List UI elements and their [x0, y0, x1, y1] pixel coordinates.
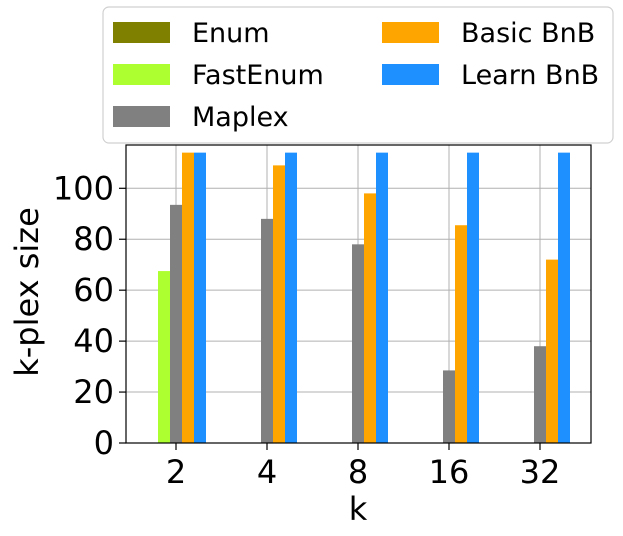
bar-maplex-4 [261, 218, 273, 443]
x-tick-label: 8 [348, 453, 368, 491]
bar-learn-bnb-2 [194, 152, 206, 443]
legend-label-enum: Enum [192, 18, 270, 49]
bar-maplex-2 [170, 204, 182, 443]
bar-basic-bnb-4 [273, 165, 285, 443]
legend-swatch-learn-bnb [382, 64, 439, 85]
y-tick-label: 40 [73, 322, 114, 360]
y-tick-label: 0 [94, 424, 114, 462]
y-tick-label: 60 [73, 271, 114, 309]
legend-swatch-maplex [113, 106, 170, 127]
y-tick-label: 20 [73, 373, 114, 411]
bar-learn-bnb-32 [558, 152, 570, 443]
x-tick-label: 2 [166, 453, 186, 491]
bar-maplex-16 [443, 370, 455, 443]
legend-swatch-fastenum [113, 64, 170, 85]
bar-basic-bnb-16 [455, 225, 467, 443]
axis-layer: 0 20 40 60 80 100 2 4 8 16 32 [53, 169, 560, 491]
bar-basic-bnb-32 [546, 259, 558, 443]
bar-layer [158, 152, 570, 443]
legend-label-learn-bnb: Learn BnB [461, 60, 599, 91]
y-tick-label: 80 [73, 220, 114, 258]
bar-basic-bnb-8 [364, 193, 376, 443]
bar-basic-bnb-2 [182, 152, 194, 443]
legend-label-fastenum: FastEnum [192, 60, 324, 91]
legend-frame [102, 6, 614, 144]
x-axis-label: k [349, 490, 368, 528]
legend-swatch-basic-bnb [382, 22, 439, 43]
bar-learn-bnb-4 [285, 152, 297, 443]
legend-label-maplex: Maplex [192, 102, 289, 133]
bar-maplex-8 [352, 244, 364, 443]
y-axis-label: k-plex size [8, 207, 46, 377]
bar-learn-bnb-16 [467, 152, 479, 443]
x-tick-label: 4 [257, 453, 277, 491]
bar-fastenum-2 [158, 271, 170, 443]
legend-swatch-enum [113, 22, 170, 43]
legend: Enum FastEnum Maplex Basic BnB Learn BnB [102, 6, 614, 144]
bar-maplex-32 [534, 346, 546, 443]
x-tick-label: 16 [429, 453, 470, 491]
x-tick-label: 32 [520, 453, 561, 491]
bar-learn-bnb-8 [376, 152, 388, 443]
legend-label-basic-bnb: Basic BnB [461, 18, 595, 49]
y-tick-label: 100 [53, 169, 114, 207]
